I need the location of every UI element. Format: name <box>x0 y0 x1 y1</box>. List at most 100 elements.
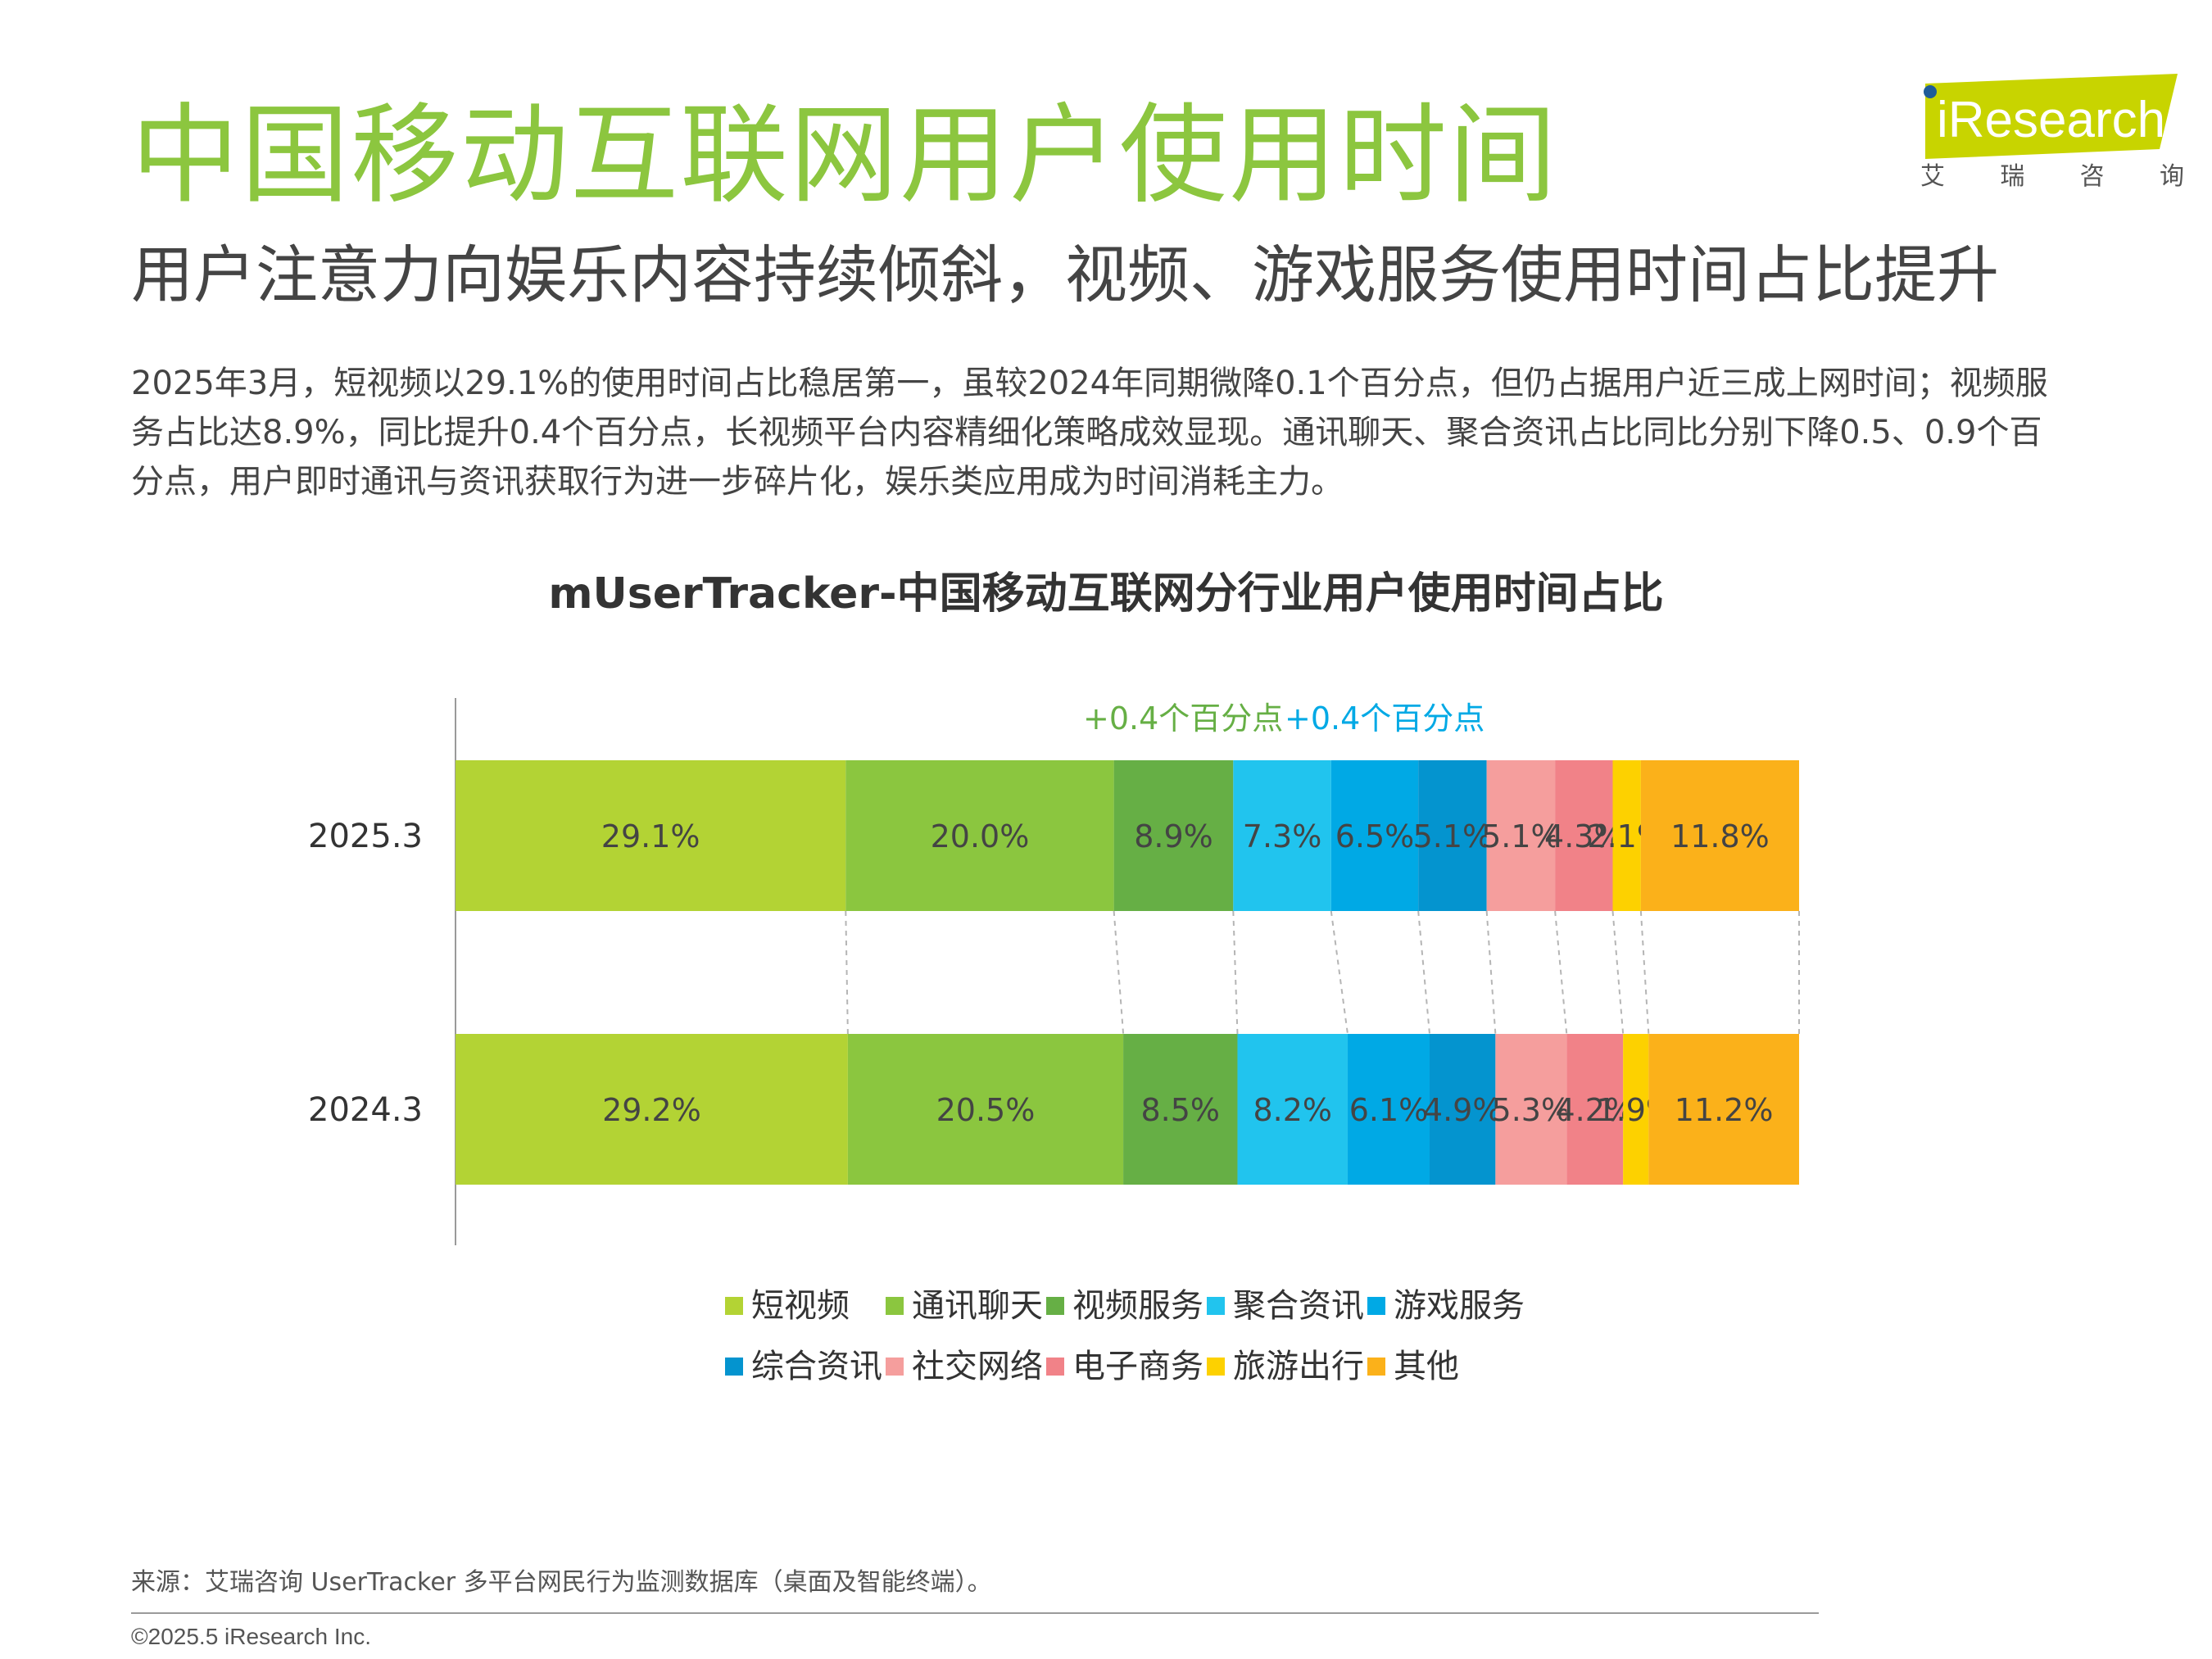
bar-segment <box>456 760 846 911</box>
legend-swatch <box>725 1358 743 1376</box>
bar-segment <box>1113 760 1234 911</box>
legend-label: 综合资讯 <box>751 1348 882 1385</box>
bar-segment <box>1612 760 1641 911</box>
logo-brand-text: iResearch <box>1937 92 2166 148</box>
legend-item: 短视频 <box>725 1286 886 1326</box>
bar-segment <box>1555 760 1613 911</box>
legend-swatch <box>1207 1358 1225 1376</box>
data-label: 11.2% <box>1675 1092 1774 1128</box>
annotation-label: +0.4个百分点 <box>1083 700 1283 737</box>
data-label: 20.5% <box>936 1092 1036 1128</box>
legend-item: 视频服务 <box>1046 1286 1207 1326</box>
legend-item: 聚合资讯 <box>1207 1286 1367 1326</box>
connector-line <box>1232 910 1239 1035</box>
logo-sub-char: 咨 <box>2079 162 2105 191</box>
data-label: 5.1% <box>1481 818 1561 854</box>
summary-line: 2025年3月，短视频以29.1%的使用时间占比稳居第一，虽较2024年同期微降… <box>131 365 2048 402</box>
bar-segment <box>847 1034 1124 1185</box>
legend-swatch <box>1046 1297 1064 1315</box>
data-label: 4.9% <box>1423 1092 1503 1128</box>
connector-line <box>845 910 849 1035</box>
data-label: 5.1% <box>1413 818 1493 854</box>
bar-segment <box>1233 760 1331 911</box>
legend-label: 旅游出行 <box>1233 1348 1364 1385</box>
data-label: 20.0% <box>931 818 1030 854</box>
bar-segment <box>1237 1034 1348 1185</box>
connector-line <box>1485 910 1497 1035</box>
legend-swatch <box>1207 1297 1225 1315</box>
bar-segment <box>1330 760 1419 911</box>
category-label: 2024.3 <box>308 1091 423 1129</box>
bar-segment <box>845 760 1114 911</box>
stacked-bar-chart: 29.1% 20.0% 8.9% 7.3% 6.5%5.1%5.1%4.3%2.1% 11… <box>308 698 1800 1245</box>
legend-swatch <box>1046 1358 1064 1376</box>
legend-swatch <box>1367 1358 1385 1376</box>
legend-label: 电子商务 <box>1072 1348 1203 1385</box>
connector-line <box>1639 910 1650 1035</box>
legend-item: 通讯聊天 <box>886 1286 1046 1326</box>
copyright-text: ©2025.5 iResearch Inc. <box>131 1624 372 1649</box>
legend-label: 短视频 <box>751 1287 850 1325</box>
bar-segment <box>456 1034 848 1185</box>
legend-swatch <box>725 1297 743 1315</box>
logo-sub-char: 瑞 <box>2000 162 2025 191</box>
data-label: 8.2% <box>1253 1092 1332 1128</box>
legend-label: 社交网络 <box>912 1348 1043 1385</box>
data-label: 7.3% <box>1243 818 1322 854</box>
data-label: 8.5% <box>1141 1092 1221 1128</box>
data-label: 11.8% <box>1670 818 1770 854</box>
data-label: 6.5% <box>1335 818 1415 854</box>
connector-line <box>1113 910 1125 1035</box>
connector-line <box>1330 910 1349 1035</box>
legend-label: 视频服务 <box>1072 1287 1203 1325</box>
page-title: 中国移动互联网用户使用时间 <box>131 93 1558 219</box>
bar-segment <box>1495 1034 1567 1185</box>
bar-segment <box>1347 1034 1430 1185</box>
annotation-label: +0.4个百分点 <box>1285 700 1484 737</box>
bar-segment <box>1640 760 1799 911</box>
data-label: 29.2% <box>602 1092 701 1128</box>
connector-line <box>1611 910 1625 1035</box>
summary-line: 分点，用户即时通讯与资讯获取行为进一步碎片化，娱乐类应用成为时间消耗主力。 <box>131 463 1344 501</box>
bar-segment <box>1486 760 1556 911</box>
legend-label: 聚合资讯 <box>1233 1287 1364 1325</box>
bar-segment <box>1418 760 1487 911</box>
data-label: 4.2% <box>1555 1092 1634 1128</box>
logo-banner-shape <box>1924 74 2178 159</box>
legend-label: 游戏服务 <box>1394 1287 1525 1325</box>
legend-label: 通讯聊天 <box>912 1287 1043 1325</box>
chart-title: mUserTracker-中国移动互联网分行业用户使用时间占比 <box>548 569 1664 619</box>
data-label: 6.1% <box>1349 1092 1429 1128</box>
summary-paragraph: 2025年3月，短视频以29.1%的使用时间占比稳居第一，虽较2024年同期微降… <box>131 359 2114 506</box>
data-label: 8.9% <box>1134 818 1213 854</box>
logo-subtitle: 艾 瑞 咨 询 <box>1920 161 2184 193</box>
legend-item: 旅游出行 <box>1207 1347 1367 1386</box>
legend-item: 其他 <box>1367 1347 1528 1386</box>
data-label: 5.3% <box>1492 1092 1571 1128</box>
bar-segment <box>1623 1034 1649 1185</box>
connector-line <box>1417 910 1430 1035</box>
connector-line <box>1554 910 1568 1035</box>
summary-line: 务占比达8.9%，同比提升0.4个百分点，长视频平台内容精细化策略成效显现。通讯… <box>131 414 2042 451</box>
footer-divider <box>131 1612 1819 1614</box>
page-subtitle: 用户注意力向娱乐内容持续倾斜，视频、游戏服务使用时间占比提升 <box>131 238 1999 311</box>
category-label: 2025.3 <box>308 818 423 855</box>
legend-swatch <box>1367 1297 1385 1315</box>
legend-swatch <box>886 1297 904 1315</box>
legend-swatch <box>886 1358 904 1376</box>
logo-sub-char: 艾 <box>1920 162 1945 191</box>
legend-item: 社交网络 <box>886 1347 1046 1386</box>
bar-segment <box>1566 1034 1624 1185</box>
iresearch-logo: iResearch 艾 瑞 咨 询 <box>1917 74 2187 197</box>
bar-segment <box>1123 1034 1238 1185</box>
chart-legend: 短视频 通讯聊天 视频服务 聚合资讯 游戏服务综合资讯 社交网络 电子商务 旅游出行 其他 <box>725 1286 1626 1386</box>
bar-segment <box>1430 1034 1496 1185</box>
logo-sub-char: 询 <box>2159 162 2184 191</box>
bar-segment <box>1648 1034 1799 1185</box>
data-label: 29.1% <box>601 818 700 854</box>
legend-item: 综合资讯 <box>725 1347 886 1386</box>
legend-item: 电子商务 <box>1046 1347 1207 1386</box>
data-label: 4.3% <box>1544 818 1624 854</box>
legend-item: 游戏服务 <box>1367 1286 1528 1326</box>
legend-label: 其他 <box>1394 1348 1459 1385</box>
